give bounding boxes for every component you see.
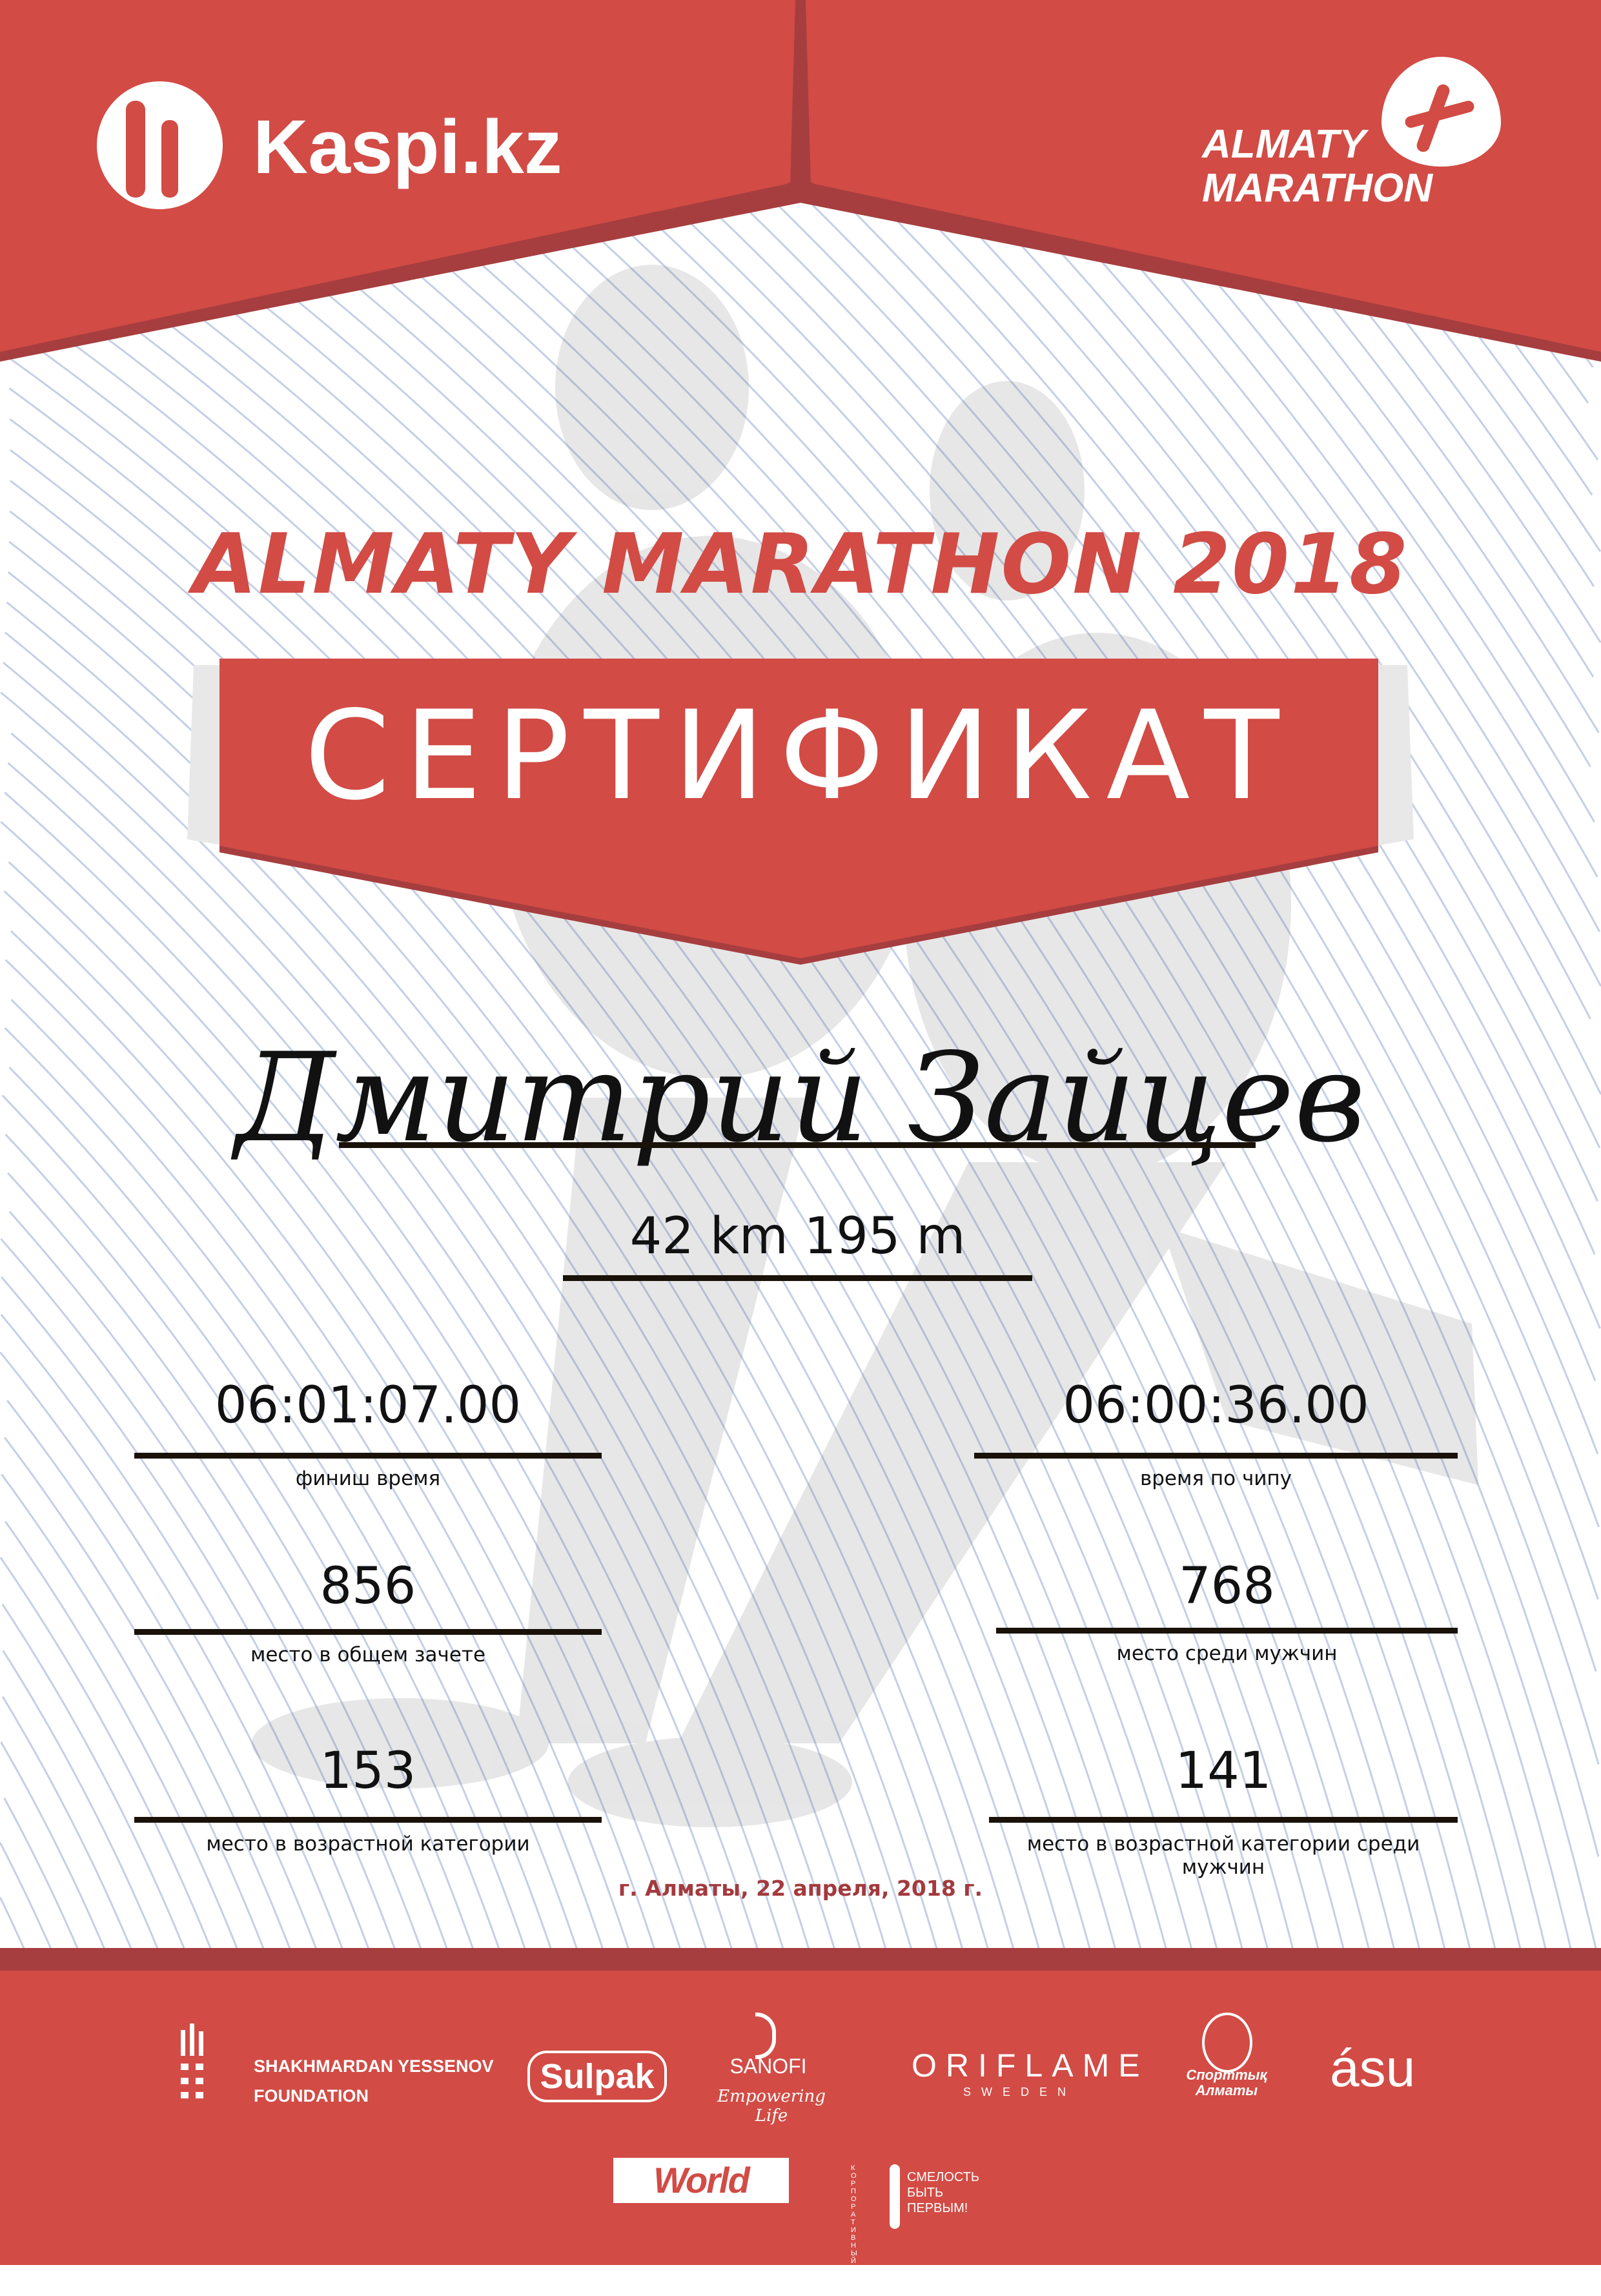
sulpak-logo: Sulpak [527,2051,667,2102]
finish-time-value: 06:01:07.00 [214,1377,522,1435]
yessenov-line2: FOUNDATION [254,2086,369,2106]
sport-almaty-logo: Спорттық Алматы [1185,2067,1269,2098]
men-place-label: место среди мужчин [1116,1642,1338,1665]
age-place-label: место в возрастной категории [206,1832,530,1856]
date-place: г. Алматы, 22 апреля, 2018 г. [618,1876,983,1901]
stat-underline [996,1628,1458,1634]
kaspi-logo-text: Kaspi.kz [253,105,562,190]
pattern-line [1,232,1283,2263]
pattern-line [152,8,1556,2265]
logo-line1: ALMATY [1202,122,1366,167]
sport-almaty-line1: Спорттық [1186,2067,1267,2083]
runner-drop-icon [1382,57,1501,167]
kaspi-figures-icon [97,81,223,209]
smelost-logo: СМЕЛОСТЬ БЫТЬ ПЕРВЫМ! [907,2169,979,2216]
yessenov-logo: SHAKHMARDAN YESSENOV FOUNDATION [254,2051,494,2111]
event-title: ALMATY MARATHON 2018 [192,517,1409,613]
pattern-line [6,325,1207,2255]
worldclass-logo: World Class [613,2158,789,2246]
sanofi-logo: SANOFI [729,2055,807,2078]
pattern-line [5,294,1232,2251]
pattern-line [1,85,1407,2265]
oriflame-sub: SWEDEN [963,2086,1076,2098]
distance-underline [563,1275,1032,1281]
pattern-line [8,356,1183,2259]
smelost-line2: БЫТЬ [907,2186,944,2200]
footer-sponsors: SHAKHMARDAN YESSENOV FOUNDATION Sulpak S… [0,1971,1601,2296]
overall-place-label: место в общем зачете [250,1643,486,1666]
certificate-heading: СЕРТИФИКАТ [304,684,1294,827]
age-men-place-label: место в возрастной категории среди мужчи… [1026,1832,1420,1879]
pattern-line [8,387,1159,2263]
sport-almaty-emblem-icon [1202,2013,1252,2073]
oriflame-logo: ORIFLAME [912,2047,1149,2084]
header-banner [0,0,1601,362]
pattern-line [10,33,1456,2258]
logo-line2: MARATHON [1202,166,1433,210]
overall-place-value: 856 [320,1557,416,1615]
yessenov-icon [181,2024,218,2101]
chip-time-value: 06:00:36.00 [1063,1377,1369,1435]
certificate-ribbon [187,659,1414,965]
age-men-place-value: 141 [1175,1742,1272,1800]
stat-underline [989,1817,1458,1823]
footer-divider [0,1948,1601,1971]
yessenov-line1: SHAKHMARDAN YESSENOV [254,2056,494,2076]
pattern-line [54,3,1504,2251]
pattern-line [233,5,1601,2237]
pattern-line [5,117,1380,2248]
pattern-line [12,180,1332,2256]
age-place-value: 153 [320,1742,416,1800]
pattern-line [14,211,1307,2260]
pattern-line [9,418,1132,2248]
distance: 42 km 195 m [629,1207,966,1266]
stat-underline [134,1817,602,1823]
name-underline [339,1142,1256,1148]
sanofi-bird-icon [755,2013,776,2059]
almaty-marathon-logo-text: ALMATY MARATHON [1202,123,1433,210]
pattern-line [183,0,1580,2262]
chip-time-label: время по чипу [1139,1467,1292,1490]
sport-almaty-line2: Алматы [1195,2082,1258,2098]
smelost-line3: ПЕРВЫМ! [907,2201,968,2215]
smelost-figure-icon [890,2164,900,2229]
smelost-line1: СМЕЛОСТЬ [907,2170,980,2184]
smelost-arc-text: КОРПОРАТИВНЫЙ ФОНД [851,2164,857,2296]
finish-time-label: финиш время [295,1467,441,1490]
pattern-line [3,263,1256,2248]
pattern-line [282,10,1600,2082]
asu-logo: ásu [1330,2039,1416,2098]
stat-underline [974,1453,1458,1459]
pattern-line [14,65,1432,2262]
pattern-line [8,149,1356,2252]
men-place-value: 768 [1179,1557,1275,1615]
pattern-line [103,5,1529,2248]
stat-underline [134,1453,602,1459]
stat-underline [134,1629,602,1635]
sanofi-tagline: Empowering Life [717,2087,826,2126]
